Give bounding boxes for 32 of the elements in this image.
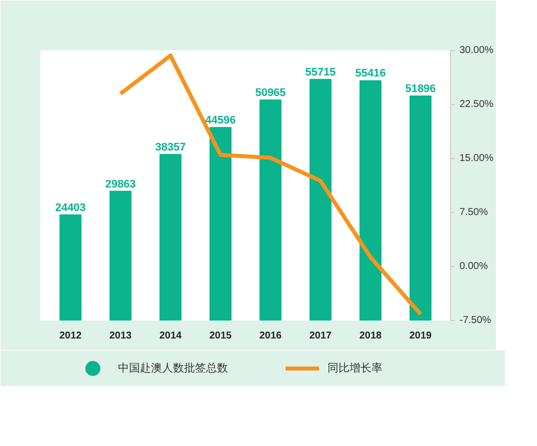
data-label: 51896 xyxy=(405,82,436,95)
y2-tick-label: 0.00% xyxy=(460,261,488,272)
y2-tick-label: 15.00% xyxy=(460,153,494,164)
y2-tick-label: 7.50% xyxy=(460,207,488,218)
bar xyxy=(110,190,132,320)
y2-tick-label: 30.00% xyxy=(460,45,494,56)
x-tick-label: 2016 xyxy=(259,330,282,342)
x-tick-label: 2017 xyxy=(309,330,332,342)
bar xyxy=(410,95,432,320)
bar xyxy=(60,214,82,320)
x-tick-label: 2013 xyxy=(109,330,132,342)
legend-label: 中国赴澳人数批签总数 xyxy=(118,362,228,374)
x-tick-label: 2012 xyxy=(59,330,82,342)
data-label: 38357 xyxy=(155,142,186,154)
data-label: 44596 xyxy=(205,114,236,127)
data-label: 55416 xyxy=(355,68,386,80)
x-tick-label: 2014 xyxy=(159,330,182,342)
bar xyxy=(210,127,232,320)
data-label: 29863 xyxy=(105,178,136,190)
legend-label: 同比增长率 xyxy=(328,362,383,374)
data-label: 55715 xyxy=(305,66,336,78)
x-tick-label: 2015 xyxy=(209,330,232,342)
y2-tick-label: 22.50% xyxy=(460,99,494,110)
bar xyxy=(260,99,282,320)
bar xyxy=(360,80,382,320)
y2-tick-label: -7.50% xyxy=(460,315,492,326)
bar xyxy=(310,78,332,320)
data-label: 24403 xyxy=(55,202,86,214)
data-label: 50965 xyxy=(255,86,286,99)
bar xyxy=(160,154,182,320)
x-tick-label: 2019 xyxy=(409,330,432,342)
x-tick-label: 2018 xyxy=(359,330,382,342)
